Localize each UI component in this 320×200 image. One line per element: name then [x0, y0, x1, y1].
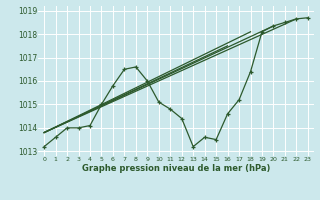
X-axis label: Graphe pression niveau de la mer (hPa): Graphe pression niveau de la mer (hPa): [82, 164, 270, 173]
